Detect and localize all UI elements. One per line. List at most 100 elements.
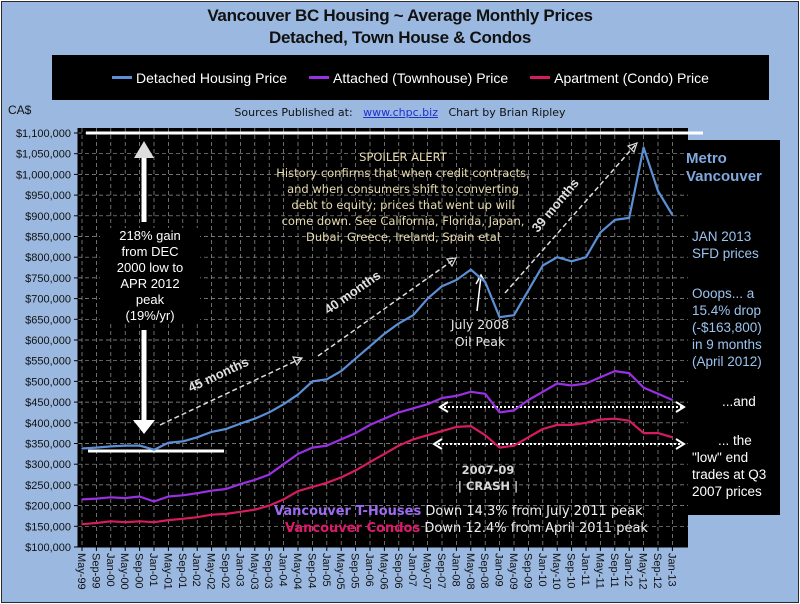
data-point	[614, 370, 616, 372]
jan2013-note: JAN 2013 SFD prices	[692, 228, 759, 262]
data-point	[124, 497, 126, 499]
x-tick-label: May-04	[291, 553, 303, 590]
x-tick-label: Sep-11	[608, 553, 620, 588]
x-tick-label: May-02	[205, 553, 217, 590]
data-point	[196, 492, 198, 494]
townhouse-summary-name: Vancouver T-Houses	[274, 504, 422, 519]
data-point	[225, 488, 227, 490]
data-point	[556, 256, 558, 259]
data-point	[282, 403, 285, 405]
townhouse-summary-text: Down 14.3% from July 2011 peak	[425, 504, 643, 519]
arrow-45-months	[159, 357, 303, 426]
y-tick-label: $600,000	[25, 335, 71, 347]
x-tick-label: Jan-01	[147, 553, 159, 587]
data-point	[599, 418, 602, 421]
data-point	[671, 214, 674, 216]
spoiler-line: Dubai, Greece, Ireland, Spain etal	[306, 230, 500, 244]
legend-item-detached: Detached Housing Price	[112, 70, 287, 86]
data-point	[167, 441, 170, 444]
x-tick-label: May-12	[637, 553, 649, 590]
x-tick-label: Sep-04	[305, 553, 317, 588]
data-point	[95, 446, 98, 449]
gain-line: 2000 low to	[116, 260, 184, 275]
sources-link[interactable]: www.chpc.biz	[363, 106, 438, 119]
metro-line: Vancouver	[686, 168, 762, 185]
gain-line: APR 2012	[120, 276, 180, 291]
x-tick-label: Sep-07	[435, 553, 447, 588]
data-point	[542, 390, 544, 393]
data-point	[498, 316, 501, 319]
data-point	[470, 425, 472, 427]
x-tick-label: Sep-12	[651, 553, 663, 588]
y-tick-label: $350,000	[25, 439, 71, 451]
x-tick-label: May-09	[507, 553, 519, 590]
metro-line: Metro	[686, 150, 727, 167]
y-tick-label: $250,000	[25, 480, 71, 492]
drop-note: Ooops... a 15.4% drop (-$163,800) in 9 m…	[692, 285, 762, 370]
data-point	[153, 500, 155, 503]
x-tick-label: Sep-99	[89, 553, 101, 588]
data-point	[297, 453, 299, 455]
data-point	[124, 444, 126, 447]
data-point	[441, 397, 443, 399]
data-point	[268, 504, 271, 507]
data-point	[326, 378, 328, 381]
y-tick-label: $500,000	[25, 376, 71, 388]
gain-note: 218% gain from DEC 2000 low to APR 2012 …	[100, 228, 200, 324]
y-tick-label: $850,000	[25, 232, 71, 244]
data-point	[470, 268, 472, 271]
sources-prefix: Sources Published at:	[234, 106, 353, 119]
data-point	[441, 285, 443, 287]
x-tick-label: Sep-01	[176, 553, 188, 588]
x-tick-label: Sep-08	[478, 553, 490, 588]
townhouse-summary: Vancouver T-Houses Down 14.3% from July …	[274, 504, 643, 519]
oil-peak-line: Oil Peak	[454, 334, 506, 349]
arrow-39-months	[504, 142, 638, 294]
data-point	[513, 409, 515, 412]
y-tick-label: $650,000	[25, 314, 71, 326]
y-tick-label: $450,000	[25, 397, 71, 409]
data-point	[527, 436, 530, 439]
data-point	[138, 520, 141, 523]
data-point	[311, 380, 314, 383]
gain-line: peak	[135, 292, 165, 307]
data-point	[484, 393, 487, 395]
data-point	[340, 438, 343, 441]
legend-item-townhouse: Attached (Townhouse) Price	[309, 70, 508, 86]
x-tick-label: Sep-03	[262, 553, 274, 588]
gain-line: (19%/yr)	[125, 308, 175, 323]
data-point	[282, 498, 285, 501]
y-tick-label: $150,000	[25, 521, 71, 533]
legend-swatch-townhouse	[309, 76, 330, 79]
x-tick-label: May-10	[550, 553, 562, 590]
arrow-40-months-head	[445, 257, 458, 268]
data-point	[95, 497, 98, 500]
data-point	[138, 495, 141, 498]
chart-subtitle: Detached, Town House & Condos	[268, 28, 532, 47]
data-point	[498, 411, 501, 414]
data-point	[628, 419, 630, 422]
data-point	[282, 463, 285, 466]
data-point	[657, 393, 659, 395]
legend-label-townhouse: Attached (Townhouse) Price	[333, 69, 509, 86]
data-point	[297, 490, 299, 492]
data-point	[455, 395, 458, 397]
data-point	[254, 417, 256, 420]
data-point	[210, 489, 213, 492]
low-end-line: "low" end	[692, 450, 749, 465]
y-tick-label: $950,000	[25, 190, 71, 202]
y-axis-currency-label: CA$	[8, 103, 32, 117]
legend-swatch-detached	[112, 76, 133, 79]
x-tick-label: May-03	[248, 553, 260, 590]
drop-line: in 9 months	[692, 337, 762, 352]
data-point	[628, 372, 630, 374]
condo-summary: Vancouver Condos Down 12.4% from April 2…	[285, 521, 648, 536]
data-point	[455, 279, 458, 281]
data-point	[383, 453, 386, 455]
data-point	[570, 424, 573, 426]
data-point	[110, 520, 112, 523]
data-point	[210, 431, 213, 433]
data-point	[95, 522, 98, 524]
y-tick-label: $800,000	[25, 252, 71, 264]
